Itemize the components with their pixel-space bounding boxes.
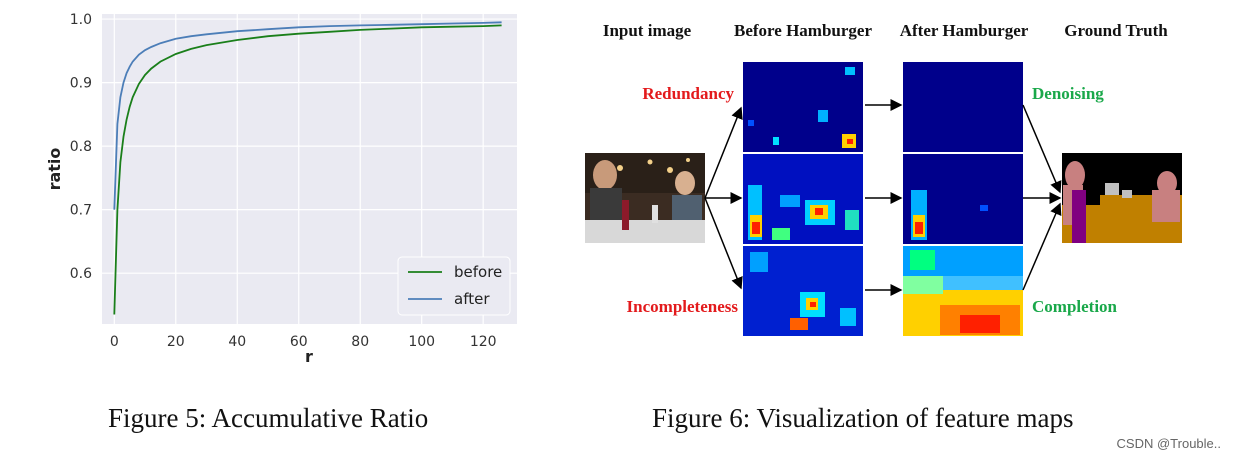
legend-label-before: before — [454, 263, 502, 281]
x-tick-label: 100 — [408, 334, 435, 350]
header-before-hamburger: Before Hamburger — [734, 21, 872, 40]
grid — [102, 14, 517, 324]
figure5-caption: Figure 5: Accumulative Ratio — [108, 403, 429, 433]
series-lines — [113, 21, 502, 315]
after-map-top — [903, 62, 1023, 152]
watermark: CSDN @Trouble.. — [1116, 436, 1221, 451]
after-map-bottom — [903, 246, 1023, 336]
y-tick-label: 0.7 — [70, 203, 92, 219]
before-map-top — [743, 62, 863, 152]
before-map-middle — [743, 154, 863, 244]
label-completion: Completion — [1032, 297, 1118, 316]
legend: before after — [397, 256, 511, 316]
feature-map-figure: Input image Before Hamburger After Hambu… — [585, 21, 1182, 336]
x-axis-label: r — [305, 347, 313, 366]
y-axis-label: ratio — [45, 148, 64, 191]
y-tick-label: 1.0 — [70, 12, 92, 28]
x-tick-label: 60 — [290, 334, 308, 350]
ground-truth-map — [1062, 153, 1182, 243]
x-tick-labels: 0 20 40 60 80 100 120 — [110, 334, 497, 350]
label-denoising: Denoising — [1032, 84, 1104, 103]
x-tick-label: 80 — [351, 334, 369, 350]
header-input-image: Input image — [603, 21, 692, 40]
after-map-middle — [903, 154, 1023, 244]
x-tick-label: 40 — [228, 334, 246, 350]
flow-arrows — [704, 99, 1062, 296]
header-ground-truth: Ground Truth — [1064, 21, 1168, 40]
header-after-hamburger: After Hamburger — [900, 21, 1029, 40]
y-tick-label: 0.9 — [70, 76, 92, 92]
series-line-after — [113, 21, 502, 210]
legend-label-after: after — [454, 290, 490, 308]
x-tick-label: 120 — [470, 334, 497, 350]
y-tick-label: 0.6 — [70, 266, 92, 282]
x-tick-label: 0 — [110, 334, 119, 350]
input-image — [585, 153, 705, 243]
y-tick-labels: 0.6 0.7 0.8 0.9 1.0 — [70, 12, 92, 282]
y-tick-label: 0.8 — [70, 139, 92, 155]
label-redundancy: Redundancy — [642, 84, 734, 103]
figure6-caption: Figure 6: Visualization of feature maps — [652, 403, 1074, 433]
accumulative-ratio-chart: 0 20 40 60 80 100 120 0.60.70.80.91.0 r ratio … — [45, 12, 517, 366]
before-map-bottom — [743, 246, 863, 336]
x-tick-label: 20 — [167, 334, 185, 350]
label-incompleteness: Incompleteness — [627, 297, 739, 316]
series-line-before — [113, 24, 502, 315]
